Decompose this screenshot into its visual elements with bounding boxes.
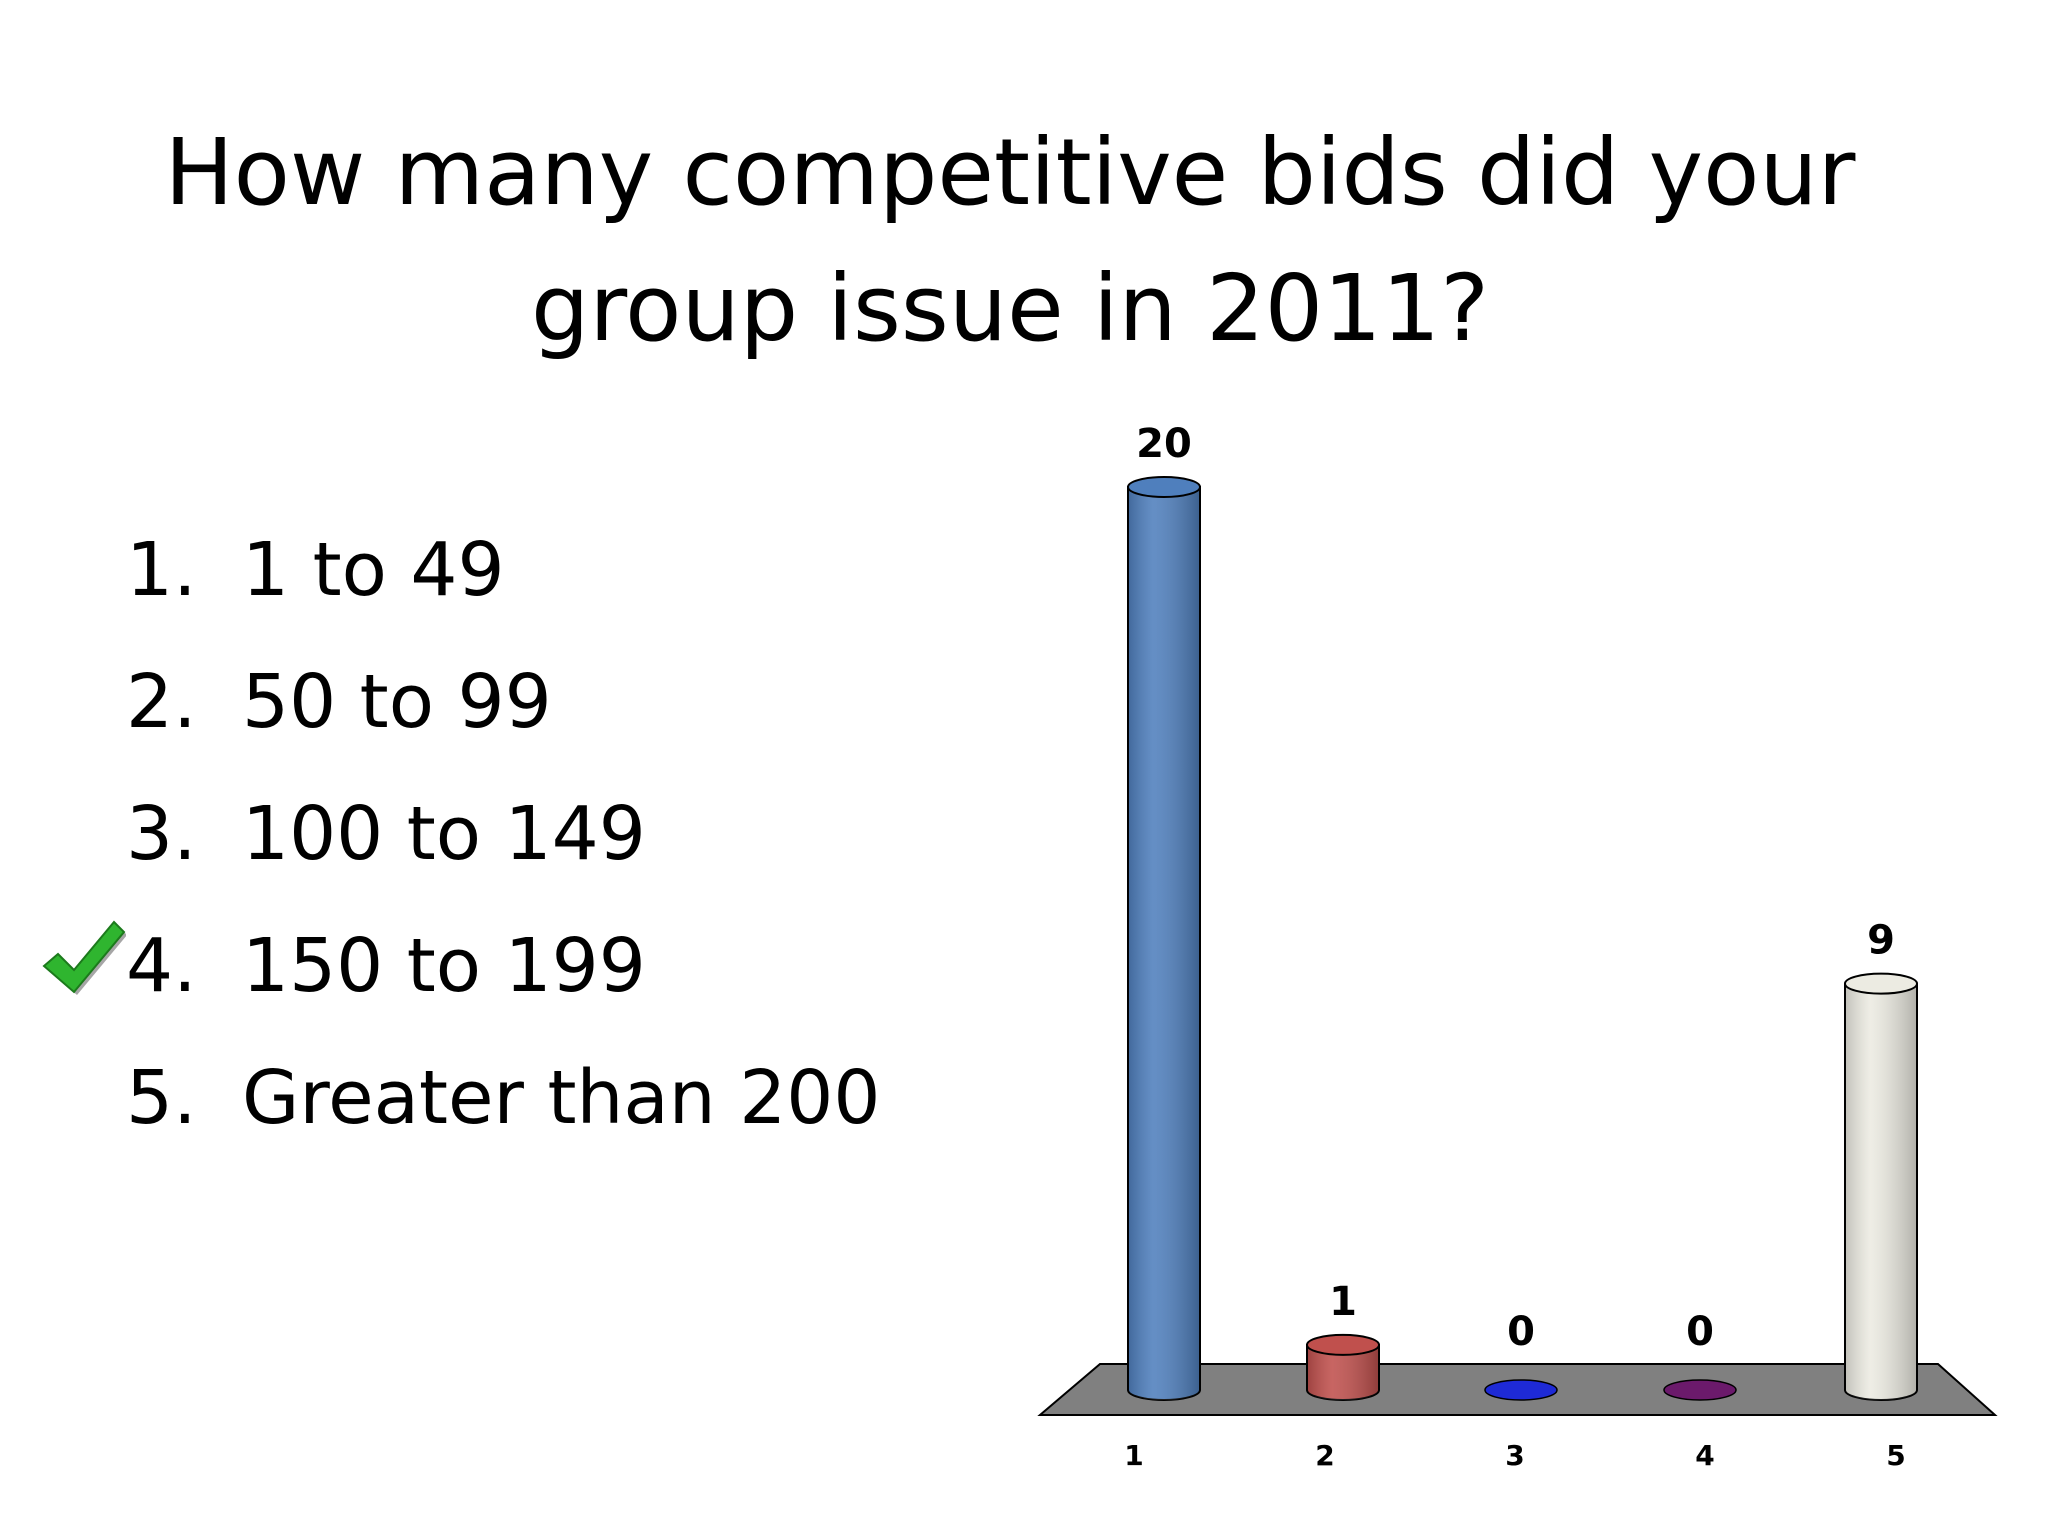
- answer-label: 1 to 49: [242, 527, 505, 613]
- answer-option-4: 4. 150 to 199: [42, 916, 880, 1048]
- bar-series: [1127, 476, 1918, 1401]
- answer-label: 50 to 99: [242, 659, 552, 745]
- bar-2: [1306, 1333, 1380, 1401]
- answer-number: 4.: [126, 923, 197, 1009]
- bar-top: [1127, 476, 1201, 498]
- answer-label: 150 to 199: [242, 923, 646, 1009]
- answer-number: 2.: [126, 659, 197, 745]
- bar-top: [1844, 972, 1918, 995]
- bar-4: [1663, 1379, 1737, 1401]
- data-label: 0: [1686, 1309, 1714, 1355]
- bar-shading: [1845, 983, 1917, 1400]
- answer-option-1: 1. 1 to 49: [126, 520, 880, 652]
- bar-shading: [1128, 487, 1200, 1400]
- bar-zero-disc: [1663, 1379, 1737, 1401]
- title-line-1: How many competitive bids did your: [164, 119, 1856, 226]
- answer-label: Greater than 200: [242, 1055, 881, 1141]
- data-label: 9: [1867, 918, 1895, 964]
- bar-top: [1306, 1333, 1380, 1356]
- answer-number: 1.: [126, 527, 197, 613]
- data-label: 0: [1507, 1309, 1535, 1355]
- answer-option-3: 3. 100 to 149: [126, 784, 880, 916]
- x-tick-label: 5: [1886, 1439, 1905, 1472]
- bar-zero-disc: [1484, 1379, 1558, 1401]
- data-label: 20: [1136, 421, 1192, 467]
- answer-number: 3.: [126, 791, 197, 877]
- x-tick-label: 1: [1124, 1439, 1143, 1472]
- bar-shading: [1307, 1344, 1379, 1400]
- check-mark-icon: [42, 920, 126, 995]
- answer-number: 5.: [126, 1055, 197, 1141]
- answer-label: 100 to 149: [242, 791, 646, 877]
- data-label: 1: [1329, 1279, 1357, 1325]
- x-tick-labels: 1 2 3 4 5: [1124, 1439, 1905, 1472]
- answer-option-5: 5. Greater than 200: [126, 1048, 880, 1180]
- x-tick-label: 4: [1695, 1439, 1714, 1472]
- answer-option-2: 2. 50 to 99: [126, 652, 880, 784]
- x-tick-label: 2: [1315, 1439, 1334, 1472]
- answer-list: 1. 1 to 49 2. 50 to 99 3. 100 to 149 4. 150 …: [42, 520, 880, 1180]
- bar-1: [1127, 476, 1201, 1401]
- title-line-2: group issue in 2011?: [530, 255, 1490, 362]
- bar-5: [1844, 972, 1918, 1401]
- slide-title: How many competitive bids did your group…: [100, 105, 1920, 377]
- bar-3: [1484, 1379, 1558, 1401]
- x-tick-label: 3: [1505, 1439, 1524, 1472]
